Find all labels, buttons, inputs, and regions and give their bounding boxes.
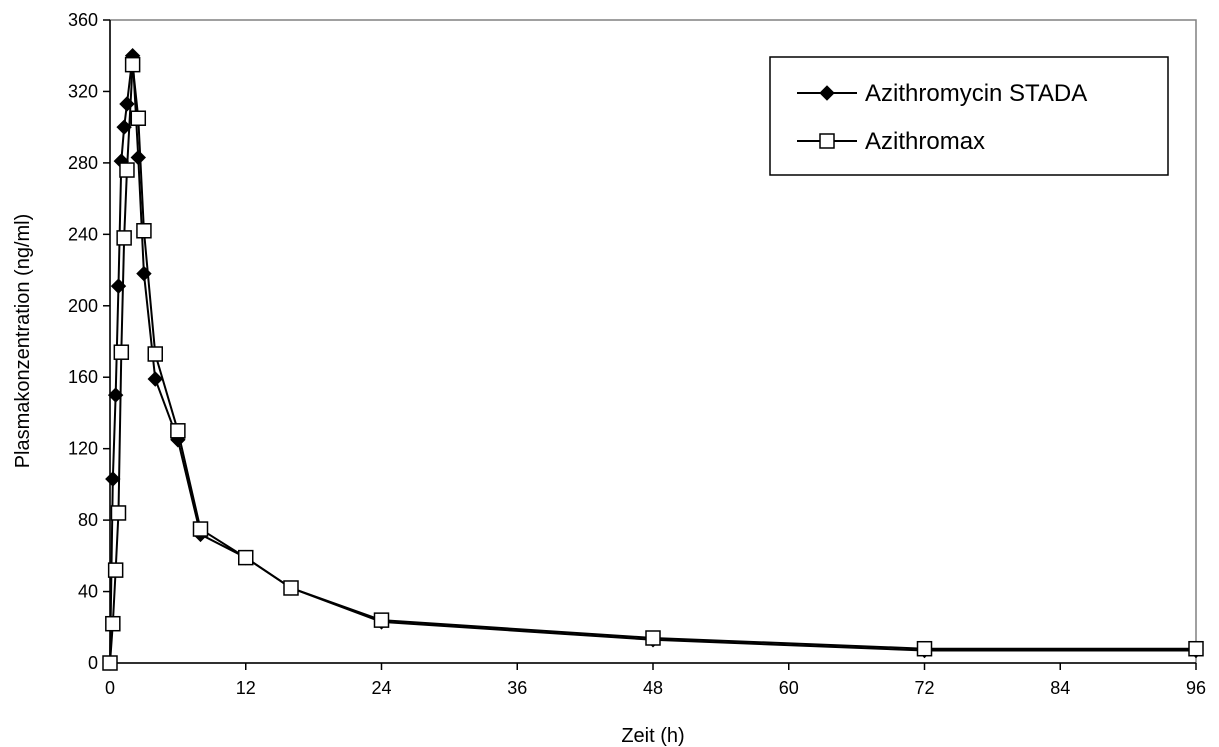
x-tick-label: 24 bbox=[371, 678, 391, 698]
data-point bbox=[102, 655, 118, 671]
y-tick-label: 200 bbox=[68, 296, 98, 316]
data-point bbox=[147, 346, 163, 362]
data-point bbox=[916, 640, 933, 657]
x-tick-label: 0 bbox=[105, 678, 115, 698]
x-axis: 0 12 24 36 48 60 72 84 96 bbox=[105, 662, 1206, 698]
legend-item: Azithromycin STADA bbox=[797, 80, 1087, 107]
data-point bbox=[105, 471, 121, 487]
x-tick-label: 60 bbox=[779, 678, 799, 698]
data-point bbox=[130, 149, 146, 166]
data-point bbox=[113, 344, 130, 360]
x-axis-title: Zeit (h) bbox=[621, 725, 684, 747]
y-tick-label: 240 bbox=[68, 224, 98, 244]
x-tick-label: 96 bbox=[1186, 678, 1206, 698]
y-axis: 0 40 80 120 160 200 240 280 320 360 bbox=[68, 10, 111, 673]
x-tick-label: 84 bbox=[1050, 678, 1070, 698]
series-1 bbox=[102, 56, 1204, 671]
y-tick-label: 80 bbox=[78, 510, 98, 530]
x-tick-label: 36 bbox=[507, 678, 527, 698]
legend-marker bbox=[819, 85, 835, 101]
x-tick-label: 72 bbox=[914, 678, 934, 698]
data-point bbox=[130, 110, 147, 126]
data-point bbox=[119, 162, 135, 178]
y-axis-title: Plasmakonzentration (ng/ml) bbox=[12, 214, 34, 469]
data-point bbox=[238, 549, 254, 566]
data-point bbox=[107, 562, 124, 578]
x-tick-label: 48 bbox=[643, 678, 663, 698]
legend-marker bbox=[819, 133, 835, 149]
data-point bbox=[192, 521, 209, 537]
y-tick-label: 320 bbox=[68, 81, 98, 101]
data-point bbox=[124, 56, 141, 73]
legend-item: Azithromax bbox=[797, 128, 985, 155]
y-tick-label: 0 bbox=[88, 653, 98, 673]
y-tick-label: 360 bbox=[68, 10, 98, 30]
legend-label: Azithromycin STADA bbox=[865, 80, 1087, 107]
data-point bbox=[110, 505, 127, 521]
data-point bbox=[283, 580, 299, 596]
legend-label: Azithromax bbox=[865, 128, 985, 155]
data-point bbox=[373, 612, 390, 628]
y-tick-label: 280 bbox=[68, 153, 98, 173]
series-layer bbox=[102, 48, 1204, 671]
y-tick-label: 160 bbox=[68, 367, 98, 387]
y-tick-label: 120 bbox=[68, 439, 98, 459]
data-point bbox=[1188, 640, 1204, 657]
data-point bbox=[170, 423, 186, 439]
data-point bbox=[136, 223, 152, 239]
data-point bbox=[105, 615, 121, 632]
data-point bbox=[116, 230, 132, 246]
legend: Azithromycin STADA Azithromax bbox=[769, 56, 1169, 176]
x-tick-label: 12 bbox=[236, 678, 256, 698]
data-point bbox=[645, 630, 661, 646]
y-tick-label: 40 bbox=[78, 582, 98, 602]
legend-box bbox=[769, 56, 1169, 176]
data-point bbox=[147, 371, 163, 387]
